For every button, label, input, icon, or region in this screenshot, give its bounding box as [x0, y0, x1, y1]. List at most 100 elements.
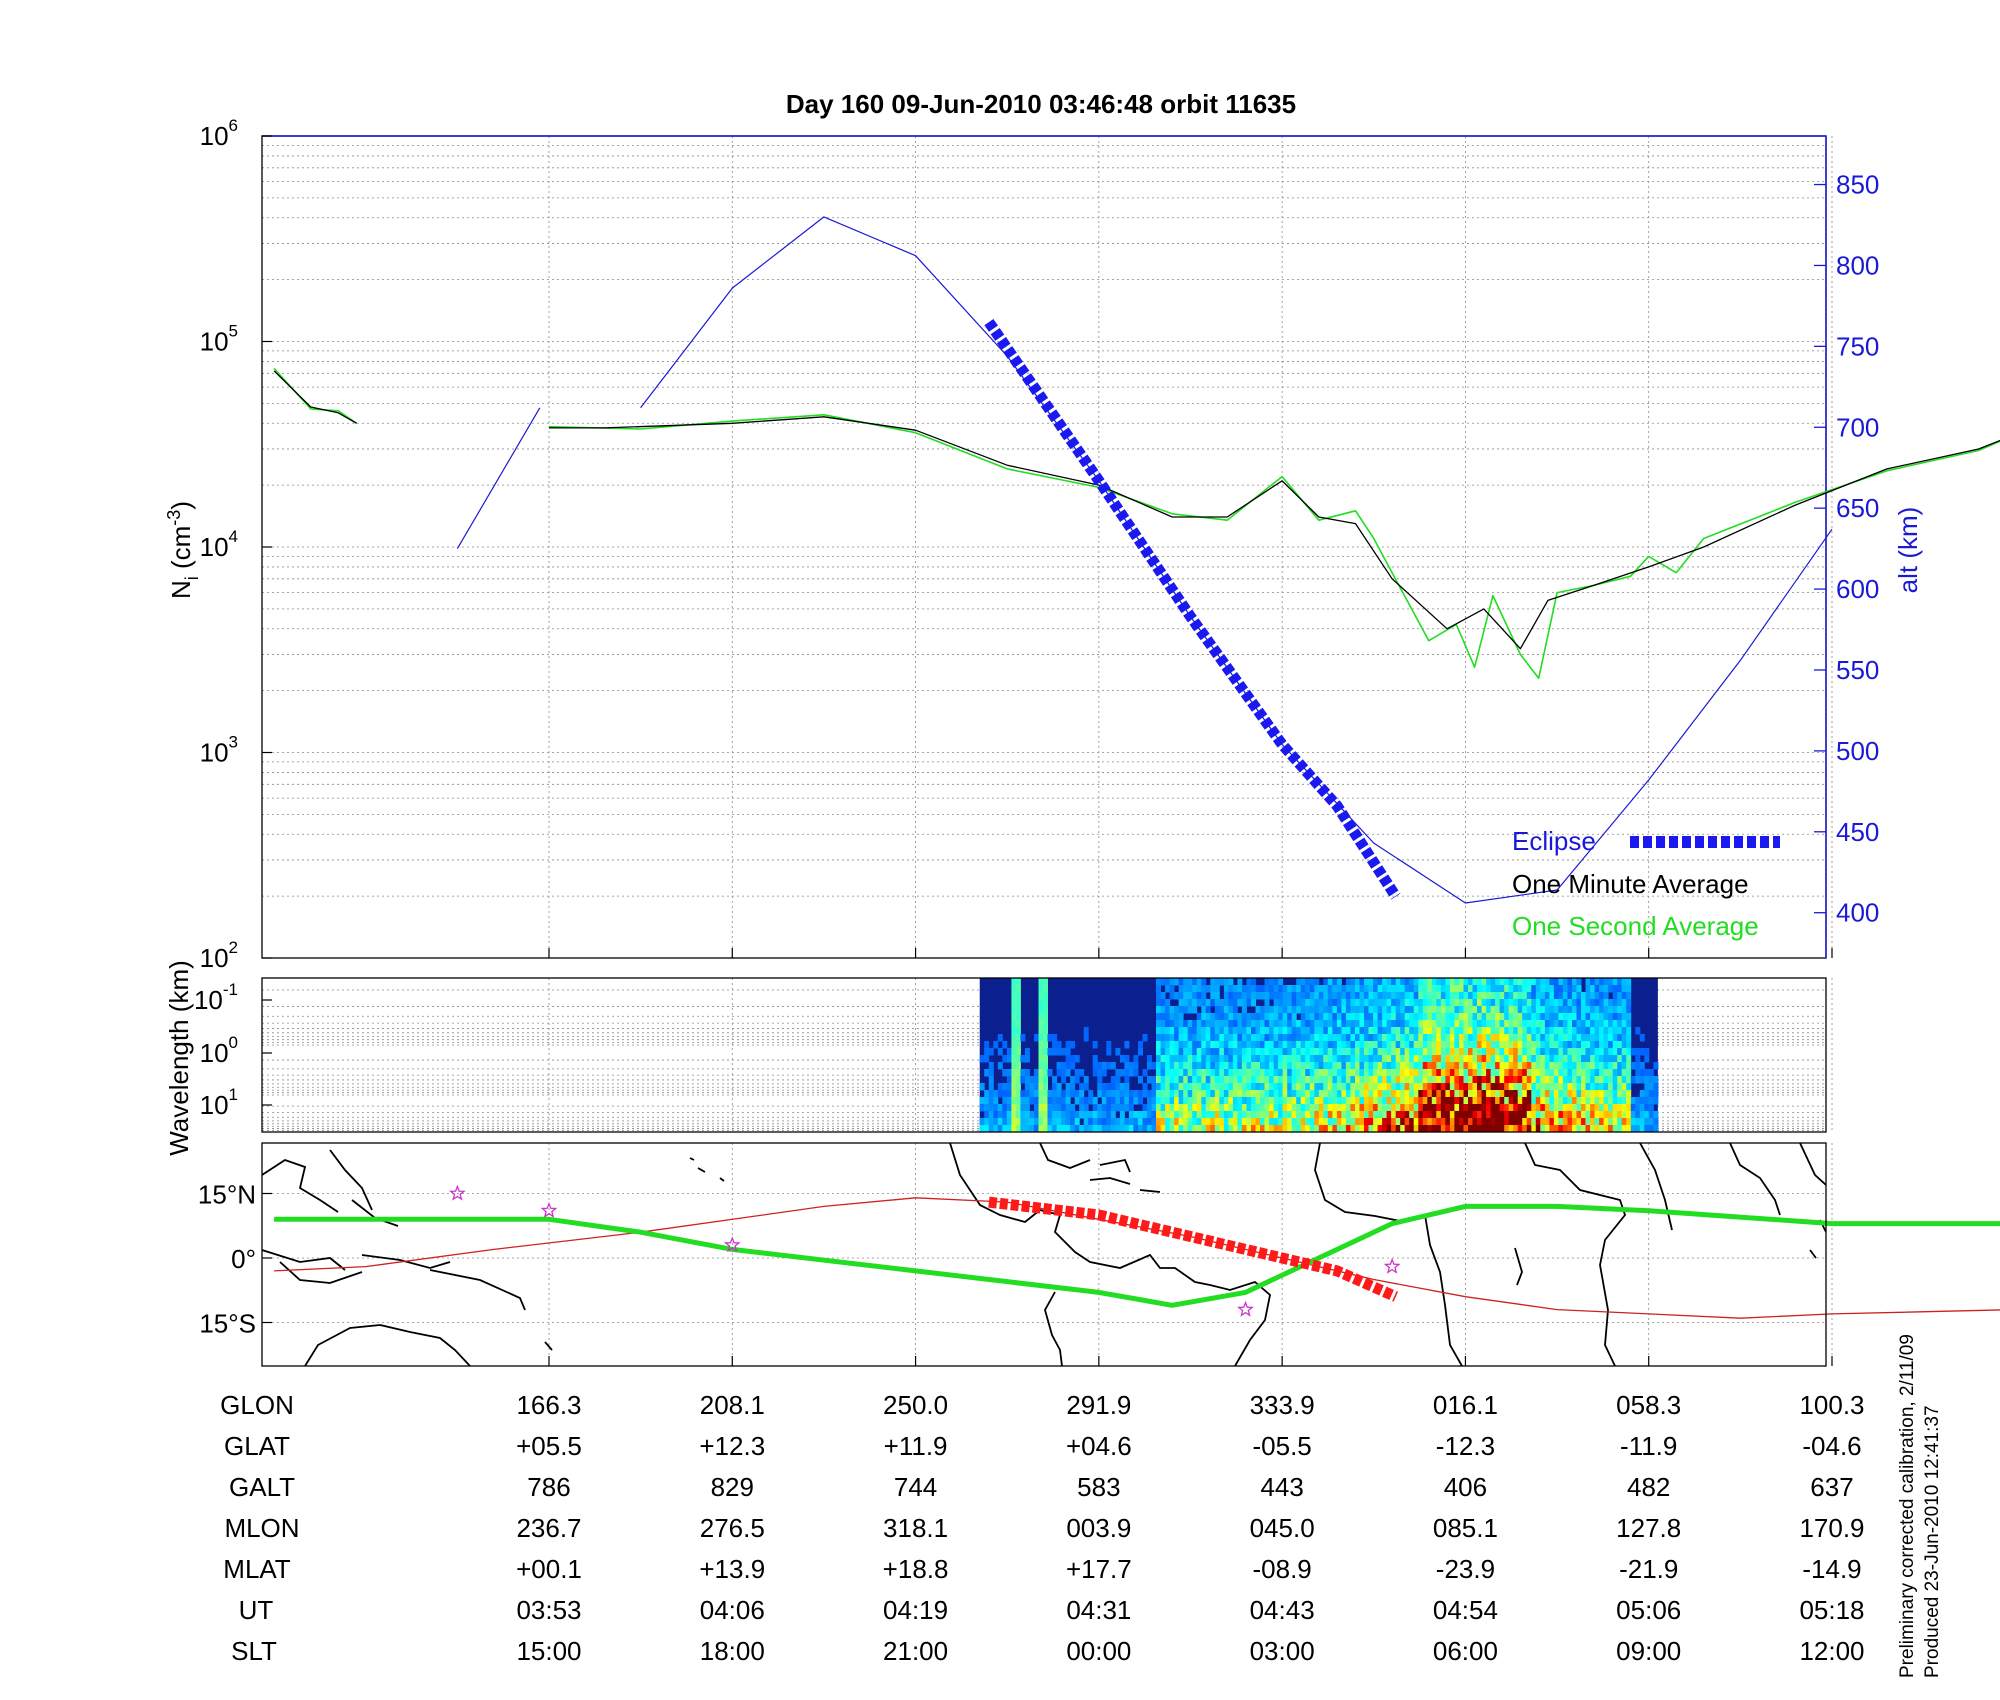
table-cell: +13.9 [699, 1554, 765, 1584]
spectrogram-cell [1445, 1076, 1451, 1084]
spectrogram-cell [1481, 985, 1487, 993]
spectrogram-cell [1241, 985, 1247, 993]
table-cell: 100.3 [1799, 1390, 1864, 1420]
spectrogram-cell [1174, 1125, 1180, 1133]
spectrogram-cell [1549, 1034, 1555, 1042]
spectrogram-cell [1630, 1048, 1636, 1056]
spectrogram-cell [1603, 1013, 1609, 1021]
spectrogram-cell [1409, 1013, 1415, 1021]
spectrogram-cell [1585, 1055, 1591, 1063]
spectrogram-cell [1359, 985, 1365, 993]
spectrogram-cell [1002, 1111, 1008, 1119]
spectrogram-cell [1260, 1055, 1265, 1063]
spectrogram-cell [1278, 1104, 1284, 1112]
spectrogram-cell [1083, 1076, 1089, 1084]
spectrogram-cell [1486, 985, 1492, 993]
spectrogram-cell [1594, 1055, 1600, 1063]
spectrogram-cell [1232, 1111, 1238, 1119]
spectrogram-cell [1278, 1118, 1284, 1126]
spectrogram-cell [1463, 1048, 1469, 1056]
spectrogram-cell [1097, 1083, 1103, 1091]
y-tick-label: 100 [200, 1033, 238, 1068]
spectrogram-cell [1061, 1111, 1067, 1119]
spectrogram-cell [1210, 1027, 1216, 1035]
spectrogram-cell [1499, 1069, 1505, 1077]
spectrogram-cell [1147, 1055, 1152, 1063]
table-cell: 04:43 [1250, 1595, 1315, 1625]
spectrogram-cell [1386, 1069, 1392, 1077]
spectrogram-cell [1011, 1062, 1017, 1070]
spectrogram-cell [1445, 1027, 1451, 1035]
spectrogram-cell [1368, 1048, 1374, 1056]
spectrogram-cell [1029, 1083, 1035, 1091]
spectrogram-cell [1332, 1062, 1338, 1070]
spectrogram-cell [1431, 1104, 1437, 1112]
spectrogram-cell [1391, 1097, 1397, 1105]
spectrogram-cell [1079, 1069, 1085, 1077]
y2-tick-label: 600 [1836, 574, 1879, 604]
spectrogram-cell [1553, 992, 1559, 1000]
spectrogram-cell [1517, 1104, 1523, 1112]
spectrogram-cell [1513, 999, 1519, 1007]
spectrogram-cell [1300, 1090, 1306, 1098]
spectrogram-cell [1101, 1062, 1107, 1070]
spectrogram-cell [1192, 978, 1198, 986]
spectrogram-cell [1585, 1027, 1591, 1035]
spectrogram-cell [1440, 978, 1446, 986]
spectrogram-cell [1300, 1027, 1306, 1035]
spectrogram-cell [1468, 978, 1473, 986]
spectrogram-cell [1472, 1076, 1478, 1084]
spectrogram-cell [1364, 1111, 1369, 1119]
spectrogram-cell [1409, 1076, 1415, 1084]
spectrogram-cell [1490, 1118, 1496, 1126]
spectrogram-cell [1223, 1111, 1229, 1119]
spectrogram-cell [979, 1118, 985, 1126]
spectrogram-cell [1223, 1083, 1229, 1091]
spectrogram-cell [1382, 1020, 1388, 1028]
spectrogram-cell [1400, 992, 1406, 1000]
spectrogram-cell [1264, 1097, 1270, 1105]
spectrogram-cell [1486, 1034, 1492, 1042]
spectrogram-cell [1214, 1027, 1220, 1035]
spectrogram-cell [1251, 1055, 1256, 1063]
spectrogram-cell [1486, 1097, 1492, 1105]
spectrogram-cell [1486, 999, 1492, 1007]
spectrogram-cell [1459, 1097, 1464, 1105]
spectrogram-cell [1355, 1111, 1360, 1119]
spectrogram-cell [1255, 1097, 1261, 1105]
spectrogram-cell [1386, 1104, 1392, 1112]
spectrogram-cell [1599, 1062, 1605, 1070]
spectrogram-cell [1553, 1111, 1559, 1119]
spectrogram-cell [1187, 1006, 1193, 1014]
spectrogram-cell [1468, 1020, 1473, 1028]
spectrogram-cell [1223, 1006, 1229, 1014]
spectrogram-cell [1576, 992, 1582, 1000]
spectrogram-cell [993, 1041, 999, 1049]
table-cell: 05:06 [1616, 1595, 1681, 1625]
spectrogram-cell [1404, 1041, 1410, 1049]
spectrogram-cell [1165, 1041, 1171, 1049]
spectrogram-cell [1481, 1027, 1487, 1035]
spectrogram-cell [1269, 1048, 1275, 1056]
spectrogram-cell [1305, 1055, 1311, 1063]
spectrogram-cell [1232, 1048, 1238, 1056]
spectrogram-cell [1110, 1125, 1116, 1133]
spectrogram-cell [1382, 1097, 1388, 1105]
spectrogram-cell [1020, 1069, 1026, 1077]
spectrogram-cell [1178, 1062, 1184, 1070]
spectrogram-cell [1585, 1069, 1591, 1077]
spectrogram-cell [1350, 1055, 1356, 1063]
spectrogram-cell [1187, 1041, 1193, 1049]
spectrogram-cell [1440, 1048, 1446, 1056]
spectrogram-cell [1034, 1083, 1039, 1091]
spectrogram-cell [1522, 1111, 1528, 1119]
spectrogram-cell [1287, 1062, 1293, 1070]
spectrogram-cell [1644, 1111, 1650, 1119]
spectrogram-cell [1481, 992, 1487, 1000]
spectrogram-cell [1395, 1006, 1401, 1014]
spectrogram-cell [1395, 985, 1401, 993]
spectrogram-cell [1015, 1118, 1021, 1126]
spectrogram-cell [1002, 1069, 1008, 1077]
spectrogram-cell [1305, 1020, 1311, 1028]
spectrogram-cell [1454, 1125, 1460, 1133]
